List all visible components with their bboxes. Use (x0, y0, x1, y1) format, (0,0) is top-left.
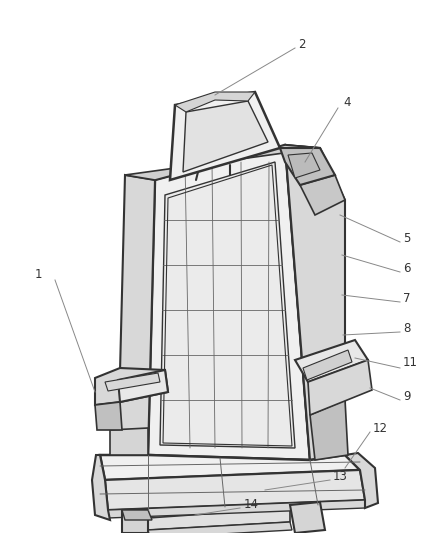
Polygon shape (122, 510, 152, 520)
Polygon shape (95, 402, 122, 430)
Polygon shape (170, 92, 280, 180)
Polygon shape (290, 502, 325, 533)
Text: 12: 12 (373, 422, 388, 434)
Polygon shape (285, 145, 345, 460)
Polygon shape (105, 470, 365, 510)
Polygon shape (92, 455, 110, 520)
Polygon shape (118, 370, 168, 402)
Text: 9: 9 (403, 390, 410, 402)
Text: 5: 5 (403, 231, 410, 245)
Polygon shape (148, 522, 292, 533)
Polygon shape (122, 510, 148, 533)
Polygon shape (285, 145, 345, 460)
Polygon shape (148, 145, 310, 460)
Polygon shape (175, 92, 255, 112)
Polygon shape (345, 453, 378, 508)
Text: 13: 13 (333, 470, 348, 482)
Text: 8: 8 (403, 321, 410, 335)
Text: 14: 14 (244, 497, 259, 511)
Polygon shape (108, 500, 365, 518)
Text: 7: 7 (403, 292, 410, 304)
Polygon shape (118, 175, 155, 455)
Polygon shape (105, 373, 160, 391)
Text: 1: 1 (35, 269, 42, 281)
Polygon shape (148, 508, 290, 530)
Polygon shape (308, 360, 372, 415)
Polygon shape (183, 101, 268, 172)
Text: 4: 4 (343, 96, 350, 109)
Text: 2: 2 (298, 37, 305, 51)
Polygon shape (125, 145, 320, 180)
Text: 11: 11 (403, 357, 418, 369)
Polygon shape (303, 350, 352, 380)
Polygon shape (100, 455, 360, 480)
Text: 6: 6 (403, 262, 410, 274)
Polygon shape (310, 400, 348, 460)
Polygon shape (295, 340, 368, 382)
Polygon shape (110, 428, 148, 455)
Polygon shape (300, 175, 345, 215)
Polygon shape (280, 148, 335, 185)
Polygon shape (95, 368, 168, 405)
Polygon shape (288, 153, 320, 178)
Polygon shape (160, 162, 295, 448)
